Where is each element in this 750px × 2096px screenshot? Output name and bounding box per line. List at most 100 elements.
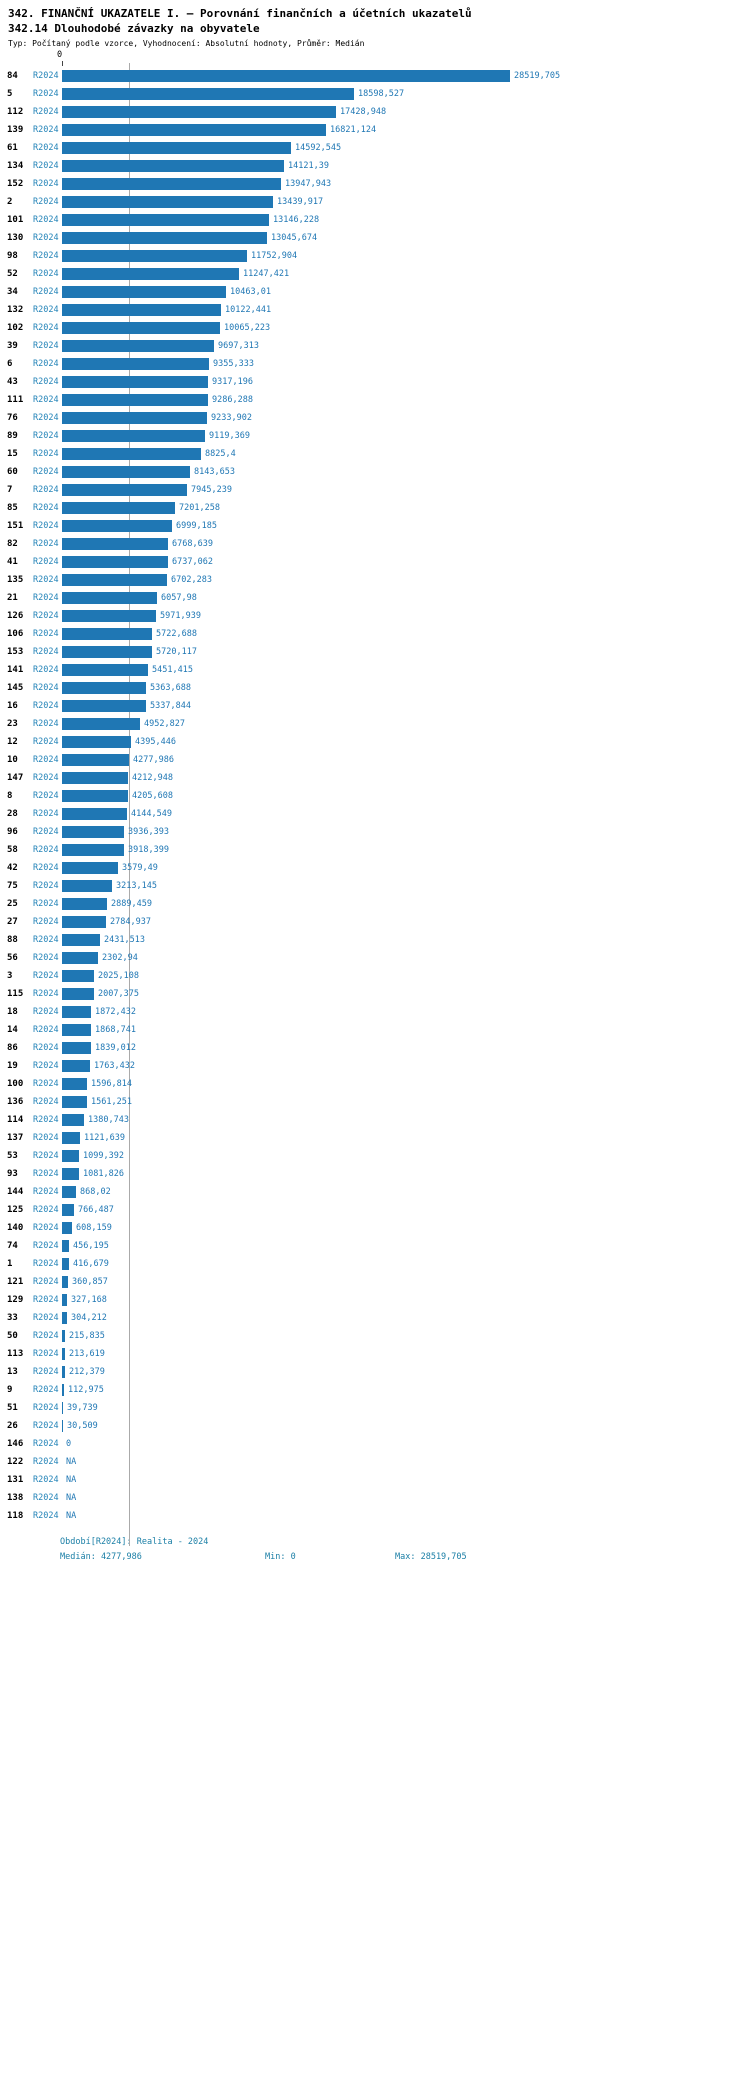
row-series-label: R2024	[33, 1349, 59, 1359]
row-id-label: 9	[7, 1385, 13, 1395]
value-label: 6768,639	[172, 539, 213, 549]
chart-row: 61 R2024 14592,545	[0, 139, 750, 157]
value-bar	[62, 790, 128, 802]
chart-row: 42 R2024 3579,49	[0, 859, 750, 877]
row-series-label: R2024	[33, 1493, 59, 1503]
row-id-label: 34	[7, 287, 18, 297]
value-label: 327,168	[71, 1295, 107, 1305]
row-id-label: 152	[7, 179, 24, 189]
value-bar	[62, 808, 127, 820]
value-label: 3936,393	[128, 827, 169, 837]
value-bar	[62, 1078, 87, 1090]
row-id-label: 139	[7, 125, 24, 135]
value-bar	[62, 484, 187, 496]
value-bar	[62, 1420, 63, 1432]
value-label: 1121,639	[84, 1133, 125, 1143]
row-series-label: R2024	[33, 629, 59, 639]
row-series-label: R2024	[33, 809, 59, 819]
value-bar	[62, 682, 146, 694]
row-series-label: R2024	[33, 1331, 59, 1341]
row-id-label: 100	[7, 1079, 24, 1089]
row-series-label: R2024	[33, 323, 59, 333]
row-id-label: 26	[7, 1421, 18, 1431]
row-id-label: 118	[7, 1511, 24, 1521]
value-bar	[62, 196, 273, 208]
row-series-label: R2024	[33, 1061, 59, 1071]
row-series-label: R2024	[33, 413, 59, 423]
value-bar	[62, 286, 226, 298]
value-bar	[62, 1222, 72, 1234]
value-label: 2007,375	[98, 989, 139, 999]
row-series-label: R2024	[33, 647, 59, 657]
value-bar	[62, 1258, 69, 1270]
value-bar	[62, 268, 239, 280]
row-id-label: 114	[7, 1115, 24, 1125]
row-id-label: 102	[7, 323, 24, 333]
chart-rows: 84 R2024 28519,705 5 R2024 18598,527 112…	[0, 50, 750, 1525]
chart-row: 115 R2024 2007,375	[0, 985, 750, 1003]
value-label: NA	[66, 1511, 77, 1521]
row-id-label: 93	[7, 1169, 18, 1179]
row-series-label: R2024	[33, 845, 59, 855]
row-series-label: R2024	[33, 251, 59, 261]
value-bar	[62, 880, 112, 892]
row-series-label: R2024	[33, 377, 59, 387]
row-series-label: R2024	[33, 989, 59, 999]
value-bar	[62, 232, 267, 244]
value-label: 868,02	[80, 1187, 111, 1197]
value-bar	[62, 898, 107, 910]
chart-row: 122 R2024 NA	[0, 1453, 750, 1471]
row-id-label: 28	[7, 809, 18, 819]
value-label: 9317,196	[212, 377, 253, 387]
value-label: 608,159	[76, 1223, 112, 1233]
chart-row: 121 R2024 360,857	[0, 1273, 750, 1291]
value-bar	[62, 448, 201, 460]
chart-row: 118 R2024 NA	[0, 1507, 750, 1525]
value-label: 2431,513	[104, 935, 145, 945]
value-label: 5451,415	[152, 665, 193, 675]
value-label: 2784,937	[110, 917, 151, 927]
chart-row: 153 R2024 5720,117	[0, 643, 750, 661]
x-axis-zero-label: 0	[57, 50, 63, 60]
row-series-label: R2024	[33, 1151, 59, 1161]
report-chart-page: 342. FINANČNÍ UKAZATELE I. — Porovnání f…	[0, 7, 750, 1562]
row-id-label: 3	[7, 971, 13, 981]
chart-row: 151 R2024 6999,185	[0, 517, 750, 535]
value-label: 16821,124	[330, 125, 377, 135]
chart-row: 28 R2024 4144,549	[0, 805, 750, 823]
value-bar	[62, 1024, 91, 1036]
chart-row: 125 R2024 766,487	[0, 1201, 750, 1219]
row-id-label: 43	[7, 377, 18, 387]
value-label: 4277,986	[133, 755, 174, 765]
value-label: 1596,814	[91, 1079, 132, 1089]
value-label: 6737,062	[172, 557, 213, 567]
chart-title: 342. FINANČNÍ UKAZATELE I. — Porovnání f…	[8, 7, 472, 20]
row-id-label: 115	[7, 989, 24, 999]
row-series-label: R2024	[33, 107, 59, 117]
value-label: 7945,239	[191, 485, 232, 495]
row-series-label: R2024	[33, 1511, 59, 1521]
value-bar	[62, 394, 208, 406]
row-id-label: 106	[7, 629, 24, 639]
row-id-label: 51	[7, 1403, 18, 1413]
row-id-label: 13	[7, 1367, 18, 1377]
value-bar	[62, 124, 326, 136]
chart-row: 26 R2024 30,509	[0, 1417, 750, 1435]
row-series-label: R2024	[33, 1313, 59, 1323]
chart-row: 102 R2024 10065,223	[0, 319, 750, 337]
chart-row: 101 R2024 13146,228	[0, 211, 750, 229]
row-id-label: 129	[7, 1295, 24, 1305]
row-id-label: 121	[7, 1277, 24, 1287]
value-label: 28519,705	[514, 71, 561, 81]
value-bar	[62, 574, 167, 586]
chart-row: 50 R2024 215,835	[0, 1327, 750, 1345]
row-id-label: 16	[7, 701, 18, 711]
value-bar	[62, 466, 190, 478]
chart-row: 88 R2024 2431,513	[0, 931, 750, 949]
row-series-label: R2024	[33, 269, 59, 279]
row-id-label: 136	[7, 1097, 24, 1107]
row-id-label: 18	[7, 1007, 18, 1017]
value-label: 13947,943	[285, 179, 332, 189]
value-bar	[62, 1042, 91, 1054]
row-series-label: R2024	[33, 161, 59, 171]
